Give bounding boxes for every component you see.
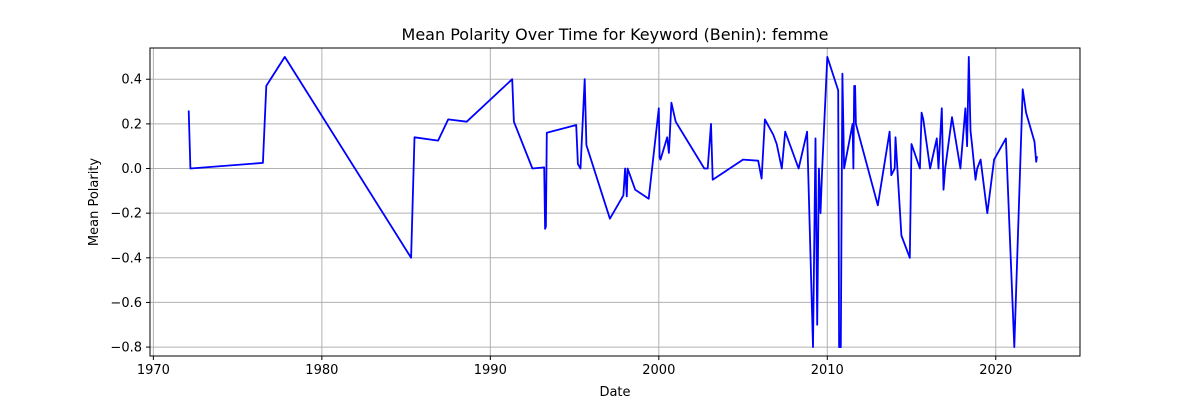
y-tick-label: −0.4 (110, 251, 142, 266)
x-tick-label: 1990 (474, 363, 507, 378)
chart-title: Mean Polarity Over Time for Keyword (Ben… (402, 25, 829, 44)
y-axis: −0.8 −0.6 −0.4 −0.2 0.0 0.2 0.4 (110, 73, 150, 356)
y-axis-label: Mean Polarity (87, 158, 102, 247)
series-line (187, 56, 1038, 348)
x-tick-label: 2020 (979, 363, 1012, 378)
y-tick-label: −0.6 (110, 296, 142, 311)
y-tick-label: 0.4 (121, 73, 142, 88)
grid-lines (150, 48, 1080, 356)
x-axis: 1970 1980 1990 2000 2010 2020 (137, 356, 1012, 378)
x-tick-label: 1970 (137, 363, 170, 378)
plot-frame (149, 47, 1081, 357)
y-tick-label: −0.2 (110, 207, 142, 222)
y-tick-label: 0.2 (121, 117, 142, 132)
y-tick-label: 0.0 (121, 162, 142, 177)
x-axis-label: Date (599, 385, 630, 400)
x-tick-label: 1980 (305, 363, 338, 378)
series-layer (187, 56, 1038, 348)
y-tick-label: −0.8 (110, 341, 142, 356)
x-tick-label: 2010 (811, 363, 844, 378)
x-tick-label: 2000 (642, 363, 675, 378)
